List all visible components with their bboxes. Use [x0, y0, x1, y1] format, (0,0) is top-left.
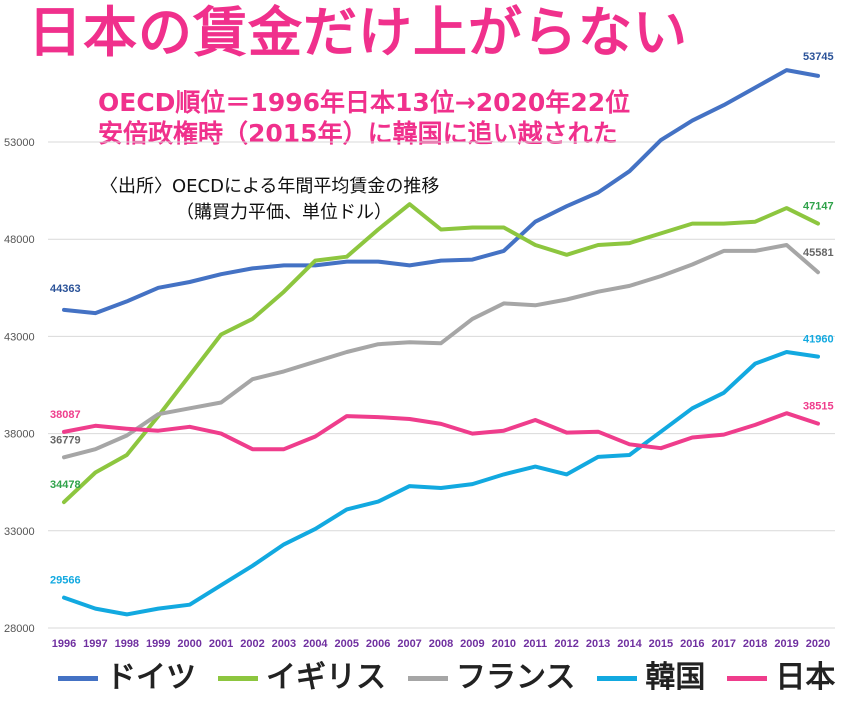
series-line-0: [62, 68, 820, 316]
start-data-label: 34478: [50, 479, 81, 491]
x-tick-label: 2001: [209, 638, 233, 650]
x-tick-label: 2014: [617, 638, 642, 650]
series-line-4: [62, 411, 820, 452]
end-data-label: 53745: [803, 51, 834, 63]
chart-legend: ドイツ イギリス フランス 韓国 日本: [58, 660, 845, 696]
x-tick-label: 2011: [523, 638, 547, 650]
y-tick-label: 53000: [4, 137, 35, 149]
end-data-label: 45581: [803, 247, 834, 259]
y-tick-label: 33000: [4, 526, 35, 538]
start-data-label: 29566: [50, 575, 81, 587]
legend-label-france: フランス: [456, 660, 576, 695]
legend-swatch-germany: [58, 675, 98, 681]
x-tick-label: 1996: [52, 638, 76, 650]
series-line-2: [62, 243, 820, 460]
x-tick-label: 2017: [712, 638, 736, 650]
subtitle-line-2: 安倍政権時（2015年）に韓国に追い越された: [98, 119, 618, 148]
y-tick-label: 28000: [4, 623, 35, 635]
x-tick-label: 2012: [554, 638, 578, 650]
legend-item-japan: 日本: [727, 660, 835, 696]
start-data-label: 38087: [50, 409, 81, 421]
x-tick-label: 2016: [680, 638, 704, 650]
x-tick-label: 2019: [774, 638, 798, 650]
x-tick-label: 2008: [429, 638, 453, 650]
subtitle-line-1: OECD順位＝1996年日本13位→2020年22位: [98, 88, 631, 117]
end-data-label: 41960: [803, 334, 834, 346]
legend-label-germany: ドイツ: [106, 660, 196, 695]
x-tick-label: 1997: [83, 638, 107, 650]
legend-swatch-japan: [727, 675, 768, 681]
series-line-1: [62, 202, 820, 505]
x-tick-label: 2003: [272, 638, 296, 650]
x-tick-label: 1998: [115, 638, 139, 650]
x-tick-label: 2004: [303, 638, 328, 650]
source-line-1: 〈出所〉OECDによる年間平均賃金の推移: [100, 176, 440, 197]
x-tick-label: 2010: [492, 638, 516, 650]
x-tick-label: 2000: [177, 638, 201, 650]
legend-swatch-france: [408, 675, 448, 681]
x-tick-label: 2020: [806, 638, 830, 650]
legend-label-japan: 日本: [775, 660, 836, 695]
legend-item-uk: イギリス: [218, 660, 386, 696]
y-tick-label: 38000: [4, 429, 35, 441]
legend-item-korea: 韓国: [597, 660, 705, 696]
x-tick-label: 2015: [649, 638, 673, 650]
x-tick-label: 2007: [397, 638, 421, 650]
x-tick-label: 2002: [240, 638, 264, 650]
legend-label-uk: イギリス: [266, 660, 386, 695]
x-tick-label: 1999: [146, 638, 170, 650]
x-tick-label: 2018: [743, 638, 767, 650]
x-tick-label: 2006: [366, 638, 390, 650]
legend-label-korea: 韓国: [645, 660, 706, 695]
x-tick-label: 2013: [586, 638, 610, 650]
legend-swatch-korea: [597, 675, 638, 681]
legend-swatch-uk: [218, 675, 258, 681]
x-tick-label: 2005: [335, 638, 359, 650]
legend-item-germany: ドイツ: [58, 660, 196, 696]
start-data-label: 36779: [50, 434, 81, 446]
x-tick-label: 2009: [460, 638, 484, 650]
source-line-2: （購買力平価、単位ドル）: [176, 202, 392, 223]
legend-item-france: フランス: [408, 660, 575, 696]
chart-title: 日本の賃金だけ上がらない: [28, 1, 688, 64]
y-tick-label: 48000: [4, 234, 35, 246]
start-data-label: 44363: [50, 283, 81, 295]
y-tick-label: 43000: [4, 331, 35, 343]
end-data-label: 47147: [803, 201, 834, 213]
end-data-label: 38515: [803, 401, 834, 413]
series-line-3: [62, 350, 820, 617]
